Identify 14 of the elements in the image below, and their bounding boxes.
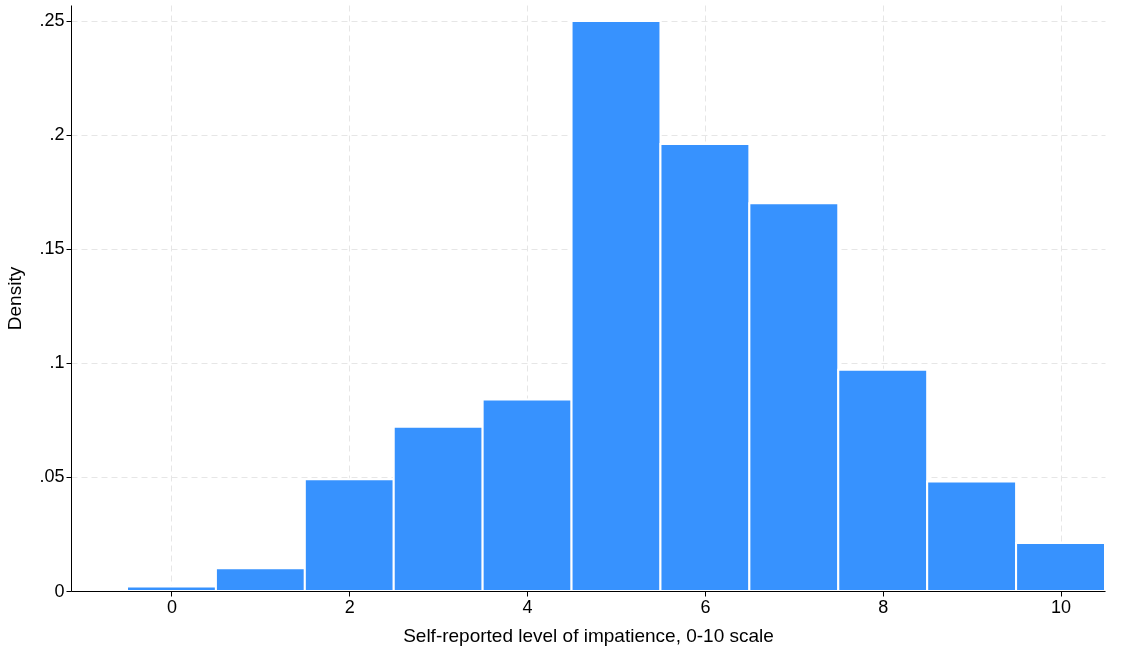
- x-tick-label: 8: [878, 596, 889, 617]
- x-tick-label: 0: [166, 596, 177, 617]
- y-tick-label: .25: [39, 10, 65, 31]
- y-axis-title: Density: [4, 266, 26, 331]
- y-tick-label: .15: [39, 238, 65, 259]
- x-tick-label: 6: [700, 596, 711, 617]
- x-tick-label: 10: [1051, 596, 1072, 617]
- y-tick-label: 0: [54, 580, 65, 601]
- y-tick-label: .2: [49, 124, 65, 145]
- y-tick-label: .05: [39, 466, 65, 487]
- y-tick-label: .1: [49, 352, 65, 373]
- x-tick-label: 4: [522, 596, 533, 617]
- x-tick-label: 2: [344, 596, 355, 617]
- x-axis-title: Self-reported level of impatience, 0-10 scale: [403, 624, 774, 646]
